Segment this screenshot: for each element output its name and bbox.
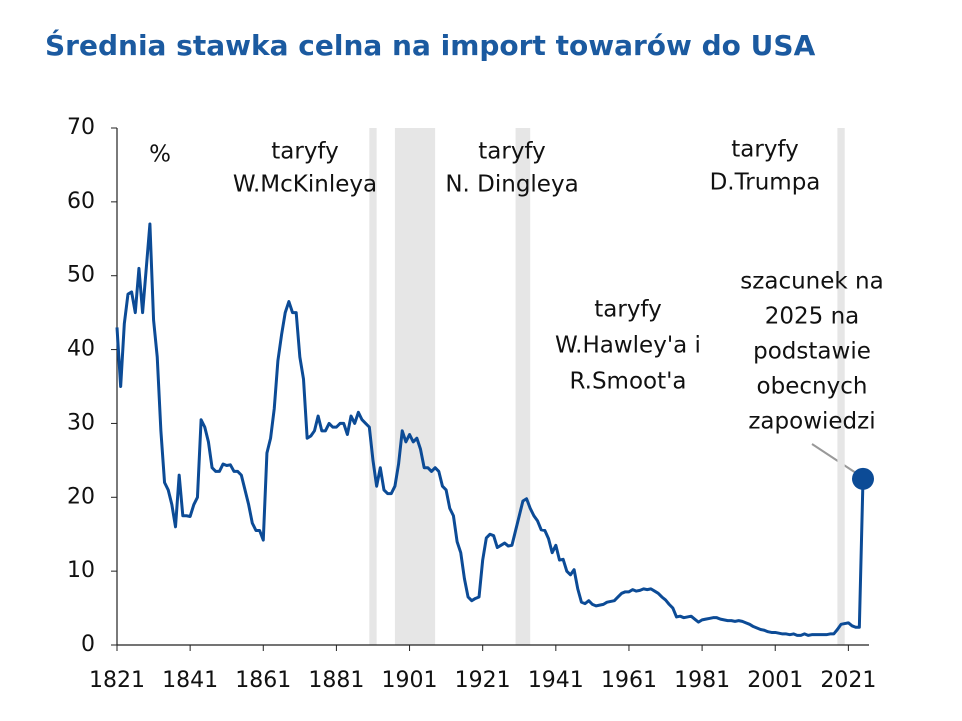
shaded-period (837, 128, 845, 645)
y-tick-label: 70 (67, 115, 95, 140)
x-tick-label: 2021 (820, 668, 876, 693)
x-tick-label: 1821 (89, 668, 145, 693)
x-tick-label: 1841 (162, 668, 218, 693)
y-tick-label: 30 (67, 410, 95, 435)
y-tick-label: 60 (67, 189, 95, 214)
annotation: W.McKinleya (233, 172, 377, 198)
annotation: obecnych (757, 374, 868, 400)
series-line (115, 222, 865, 637)
x-tick-label: 1961 (601, 668, 657, 693)
y-tick-label: 40 (67, 337, 95, 362)
annotation: taryfy (271, 139, 338, 165)
annotation: N. Dingleya (445, 172, 578, 198)
y-unit: % (149, 142, 171, 168)
x-tick-label: 1941 (528, 668, 584, 693)
annotation: 2025 na (765, 304, 860, 330)
x-tick-label: 1901 (382, 668, 438, 693)
shaded-period (394, 128, 436, 645)
x-tick-label: 1981 (674, 668, 730, 693)
annotation: taryfy (478, 139, 545, 165)
annotation: podstawie (753, 339, 871, 365)
annotation: W.Hawley'a i (555, 333, 701, 359)
annotation: taryfy (594, 297, 661, 323)
annotation: R.Smoot'a (569, 369, 686, 395)
y-tick-label: 0 (81, 632, 95, 657)
annotation: zapowiedzi (748, 409, 875, 435)
y-tick-label: 10 (67, 558, 95, 583)
estimate-point (852, 467, 874, 490)
shaded-period (515, 128, 531, 645)
y-tick-label: 20 (67, 484, 95, 509)
annotation-arrow (811, 443, 857, 474)
x-tick-label: 2001 (747, 668, 803, 693)
x-tick-label: 1881 (308, 668, 364, 693)
chart-title: Średnia stawka celna na import towarów d… (45, 28, 816, 62)
annotation: szacunek na (740, 269, 883, 295)
x-tick-label: 1921 (455, 668, 511, 693)
annotation: taryfy (731, 137, 798, 163)
shaded-period (369, 128, 377, 645)
annotation: D.Trumpa (710, 170, 821, 196)
y-tick-label: 50 (67, 263, 95, 288)
x-tick-label: 1861 (235, 668, 291, 693)
